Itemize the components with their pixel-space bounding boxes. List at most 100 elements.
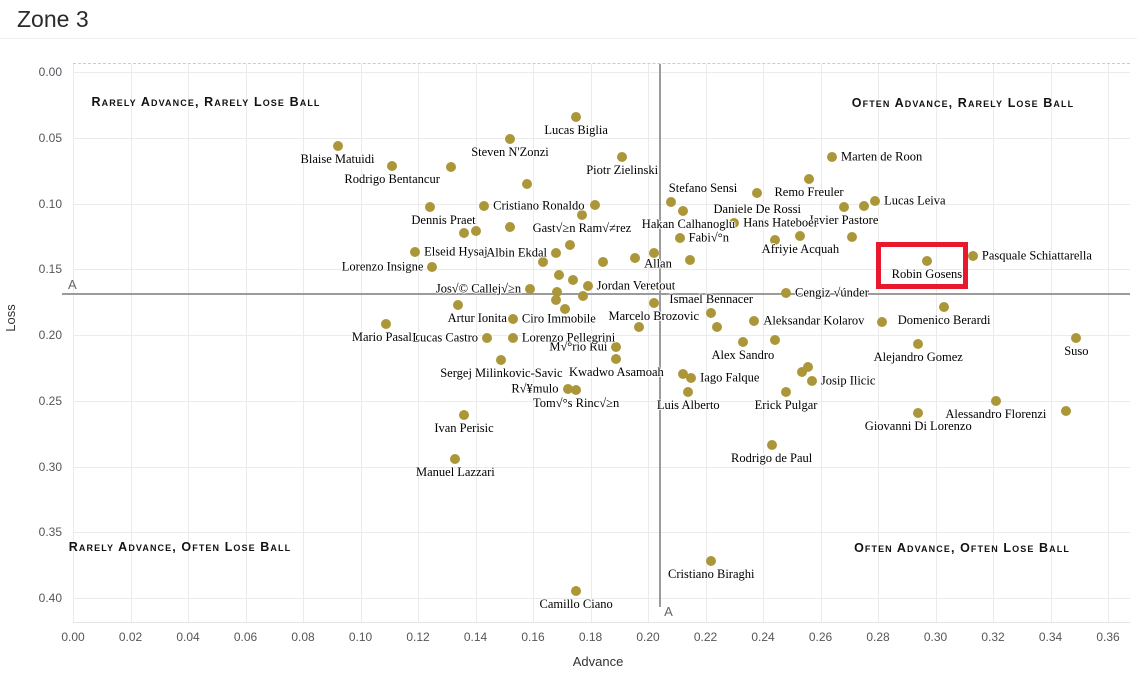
data-point-jos-callej-n[interactable] (525, 283, 536, 294)
data-point-m-rio-rui[interactable] (611, 341, 622, 352)
data-point-alessandro-florenzi[interactable] (990, 395, 1001, 406)
data-point-iago-falque[interactable] (686, 373, 697, 384)
data-point-domenico-berardi[interactable] (939, 302, 950, 313)
data-point-unlabeled-13[interactable] (578, 290, 589, 301)
x-tick-label-0.06: 0.06 (233, 630, 258, 644)
data-point-unlabeled-8[interactable] (538, 257, 549, 268)
data-point-unlabeled-12[interactable] (568, 274, 579, 285)
data-point-unlabeled-19[interactable] (847, 232, 858, 243)
data-point-aleksandar-kolarov[interactable] (749, 315, 760, 326)
data-point-mario-pasalic[interactable] (381, 319, 392, 330)
point-label-robin-gosens: Robin Gosens (891, 267, 963, 282)
data-point-gast-n-ram-rez[interactable] (576, 210, 587, 221)
point-label-ciro-immobile: Ciro Immobile (521, 311, 596, 326)
data-point-unlabeled-2[interactable] (522, 178, 533, 189)
data-point-hans-hateboer[interactable] (729, 218, 740, 229)
data-point-elseid-hysaj[interactable] (410, 247, 421, 258)
data-point-unlabeled-9[interactable] (598, 257, 609, 268)
data-point-unlabeled-21[interactable] (712, 322, 722, 333)
data-point-unlabeled-11[interactable] (553, 270, 564, 281)
data-point-rodrigo-de-paul[interactable] (766, 440, 777, 451)
data-point-kwadwo-asamoah[interactable] (611, 353, 622, 364)
data-point-piotr-zielinski[interactable] (617, 152, 628, 163)
data-point-unlabeled-23[interactable] (802, 362, 813, 373)
data-point-unlabeled-15[interactable] (551, 295, 561, 306)
data-point-josip-ilicic[interactable] (806, 376, 817, 387)
data-point-lucas-leiva[interactable] (870, 195, 881, 206)
data-point-pasquale-schiattarella[interactable] (967, 251, 978, 262)
data-point-stefano-sensi[interactable] (666, 197, 676, 208)
data-point-unlabeled-16[interactable] (559, 303, 570, 314)
x-tick-label-0.16: 0.16 (521, 630, 545, 644)
data-point-alejandro-gomez[interactable] (913, 339, 924, 350)
data-point-giovanni-di-lorenzo[interactable] (913, 407, 924, 418)
data-point-unlabeled-22[interactable] (769, 335, 780, 346)
data-point-unlabeled-27[interactable] (1061, 406, 1072, 417)
data-point-ivan-perisic[interactable] (459, 410, 469, 421)
data-point-unlabeled-20[interactable] (858, 201, 869, 212)
data-point-remo-freuler[interactable] (804, 173, 814, 184)
gridline-x-0.30 (935, 64, 937, 622)
data-point-marten-de-roon[interactable] (827, 152, 837, 163)
data-point-unlabeled-25[interactable] (877, 316, 888, 327)
data-point-steven-n-zonzi[interactable] (505, 134, 515, 145)
y-tick-label-0.15: 0.15 (38, 262, 62, 277)
data-point-unlabeled-26[interactable] (677, 369, 688, 380)
data-point-alex-sandro[interactable] (737, 336, 748, 347)
data-point-unlabeled-28[interactable] (634, 322, 645, 333)
data-point-camillo-ciano[interactable] (571, 586, 582, 597)
data-point-manuel-lazzari[interactable] (450, 453, 461, 464)
point-label-lucas-castro: Lucas Castro (412, 330, 478, 345)
data-point-rodrigo-bentancur[interactable] (387, 161, 398, 172)
data-point-ciro-immobile[interactable] (507, 314, 518, 325)
data-point-artur-ionita[interactable] (453, 299, 464, 310)
data-point-tom-s-rinc-n[interactable] (571, 385, 582, 396)
data-point-unlabeled-14[interactable] (552, 287, 563, 298)
data-point-jordan-veretout[interactable] (582, 281, 593, 292)
data-point-fabi-n[interactable] (674, 232, 685, 243)
data-point-sergej-milinkovic-savic[interactable] (496, 354, 507, 365)
data-point-unlabeled-24[interactable] (796, 366, 807, 377)
data-point-cristiano-biraghi[interactable] (706, 556, 717, 567)
data-point-unlabeled-7[interactable] (565, 239, 576, 250)
data-point-unlabeled-5[interactable] (470, 226, 481, 237)
data-point-marcelo-brozovic[interactable] (648, 298, 659, 309)
data-point-lorenzo-insigne[interactable] (427, 261, 438, 272)
data-point-unlabeled-6[interactable] (505, 222, 515, 233)
data-point-afriyie-acquah[interactable] (795, 231, 806, 242)
data-point-unlabeled-3[interactable] (589, 199, 600, 210)
data-point-albin-ekdal[interactable] (551, 248, 561, 259)
data-point-ismael-bennacer[interactable] (706, 307, 717, 318)
data-point-unlabeled-10[interactable] (648, 247, 659, 258)
gridline-x-0.02 (130, 64, 132, 622)
data-point-suso[interactable] (1071, 332, 1082, 343)
data-point-cristiano-ronaldo[interactable] (479, 201, 490, 212)
data-point-lorenzo-pellegrini[interactable] (507, 332, 518, 343)
quadrant-label-3: Rarely Advance, Often Lose Ball (68, 540, 292, 554)
data-point-r-mulo[interactable] (562, 383, 573, 394)
data-point-robin-gosens[interactable] (921, 256, 932, 267)
data-point-cengiz-nder[interactable] (781, 287, 791, 298)
data-point-blaise-matuidi[interactable] (332, 140, 343, 151)
data-point-dennis-praet[interactable] (424, 202, 435, 213)
data-point-erick-pulgar[interactable] (781, 386, 791, 397)
point-label-aleksandar-kolarov: Aleksandar Kolarov (763, 313, 865, 328)
data-point-luis-alberto[interactable] (683, 386, 694, 397)
data-point-unlabeled-17[interactable] (684, 255, 695, 266)
point-label-m-rio-rui: M√°rio Rui (549, 339, 608, 354)
data-point-lucas-castro[interactable] (482, 332, 492, 343)
data-point-javier-pastore[interactable] (838, 202, 849, 213)
point-label-hakan-calhanoglu: Hakan Calhanoglu (641, 217, 736, 232)
data-point-daniele-de-rossi[interactable] (752, 187, 763, 198)
data-point-unlabeled-1[interactable] (446, 161, 457, 172)
point-label-ivan-perisic: Ivan Perisic (434, 421, 494, 436)
data-point-lucas-biglia[interactable] (571, 111, 582, 122)
point-label-lorenzo-insigne: Lorenzo Insigne (341, 259, 424, 274)
data-point-allan[interactable] (630, 253, 641, 264)
gridline-x-0.20 (648, 64, 649, 622)
gridline-x-0.10 (360, 64, 362, 622)
data-point-unlabeled-18[interactable] (769, 235, 780, 246)
data-point-unlabeled-4[interactable] (459, 228, 469, 239)
data-point-hakan-calhanoglu[interactable] (677, 206, 688, 217)
point-label-josip-ilicic: Josip Ilicic (820, 373, 876, 388)
